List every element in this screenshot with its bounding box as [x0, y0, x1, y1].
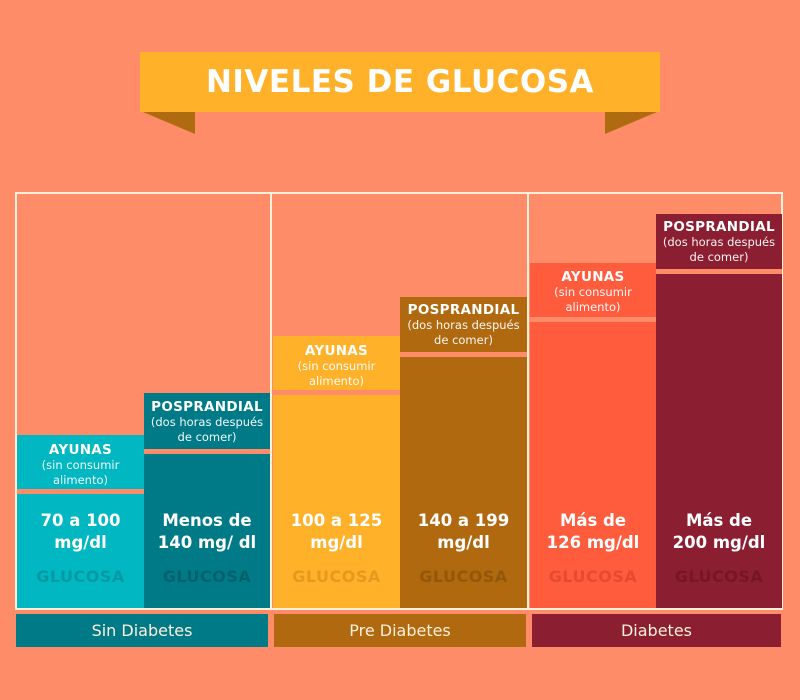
bar-type-label: AYUNAS: [561, 269, 625, 285]
bar-pre-diabetes-ayunas: AYUNAS (sin consumir alimento) 100 a 125…: [273, 336, 400, 608]
category-pre-diabetes: Pre Diabetes: [274, 614, 526, 647]
bar-value: 100 a 125: [290, 511, 383, 530]
bar-type-label: POSPRANDIAL: [151, 399, 263, 415]
bar-separator: [530, 317, 656, 322]
glucosa-watermark: GLUCOSA: [419, 567, 508, 586]
bar-note: (dos horas después: [662, 235, 776, 249]
bar-separator: [400, 352, 527, 357]
category-label: Diabetes: [620, 621, 693, 640]
bar-type-label: AYUNAS: [304, 343, 369, 359]
group-divider: [527, 192, 529, 610]
bar-sin-diabetes-posprandial: POSPRANDIAL (dos horas después de comer)…: [144, 393, 270, 608]
bar-separator: [273, 390, 400, 395]
bar-value: 140 a 199: [417, 511, 510, 530]
bar-type-label: AYUNAS: [48, 442, 113, 458]
bar-unit: 140 mg/ dl: [157, 533, 257, 552]
bar-note: de comer): [434, 333, 493, 347]
group-divider: [270, 192, 272, 610]
bar-note: de comer): [689, 250, 749, 264]
bar-unit: mg/dl: [54, 533, 107, 552]
bar-unit: mg/dl: [310, 533, 363, 552]
bar-pre-diabetes-posprandial: POSPRANDIAL (dos horas después de comer)…: [400, 297, 527, 608]
category-sin-diabetes: Sin Diabetes: [16, 614, 268, 647]
bar-note: alimento): [308, 374, 365, 388]
glucosa-watermark: GLUCOSA: [674, 567, 764, 586]
bar-note: (dos horas después: [150, 415, 264, 429]
bar-note: (sin consumir: [41, 458, 120, 472]
glucosa-watermark: GLUCOSA: [292, 567, 381, 586]
glucosa-watermark: GLUCOSA: [548, 567, 638, 586]
bar-note: (sin consumir: [554, 285, 632, 299]
bar-sin-diabetes-ayunas: AYUNAS (sin consumir alimento) 70 a 100 …: [17, 435, 144, 608]
glucosa-watermark: GLUCOSA: [36, 567, 125, 586]
bar-note: (sin consumir: [297, 359, 376, 373]
bar-separator: [17, 489, 144, 494]
bar-type-label: POSPRANDIAL: [407, 302, 520, 318]
bar-separator: [144, 449, 270, 454]
bar-diabetes-ayunas: AYUNAS (sin consumir alimento) Más de 12…: [530, 263, 656, 608]
bar-note: alimento): [565, 300, 621, 314]
category-label: Pre Diabetes: [349, 621, 451, 640]
bar-separator: [656, 269, 782, 274]
bar-unit: 200 mg/dl: [672, 533, 766, 552]
bar-note: (dos horas después: [407, 318, 520, 332]
bar-diabetes-posprandial: POSPRANDIAL (dos horas después de comer)…: [656, 214, 782, 608]
bar-unit: mg/dl: [437, 533, 490, 552]
bar-value: Más de: [559, 511, 627, 530]
banner-fold-left: [143, 112, 195, 134]
bar-value: Más de: [685, 511, 753, 530]
title-banner: NIVELES DE GLUCOSA: [140, 52, 660, 112]
bar-value: 70 a 100: [40, 511, 121, 530]
bar-type-label: POSPRANDIAL: [663, 219, 775, 235]
bar-value: Menos de: [162, 511, 252, 530]
bar-note: de comer): [177, 430, 237, 444]
banner-fold-right: [605, 112, 657, 134]
page-title: NIVELES DE GLUCOSA: [205, 64, 595, 100]
category-diabetes: Diabetes: [532, 614, 781, 647]
category-label: Sin Diabetes: [91, 621, 193, 640]
bar-note: alimento): [52, 473, 109, 487]
chart-frame: [15, 192, 783, 610]
bar-unit: 126 mg/dl: [546, 533, 640, 552]
glucosa-watermark: GLUCOSA: [162, 567, 252, 586]
